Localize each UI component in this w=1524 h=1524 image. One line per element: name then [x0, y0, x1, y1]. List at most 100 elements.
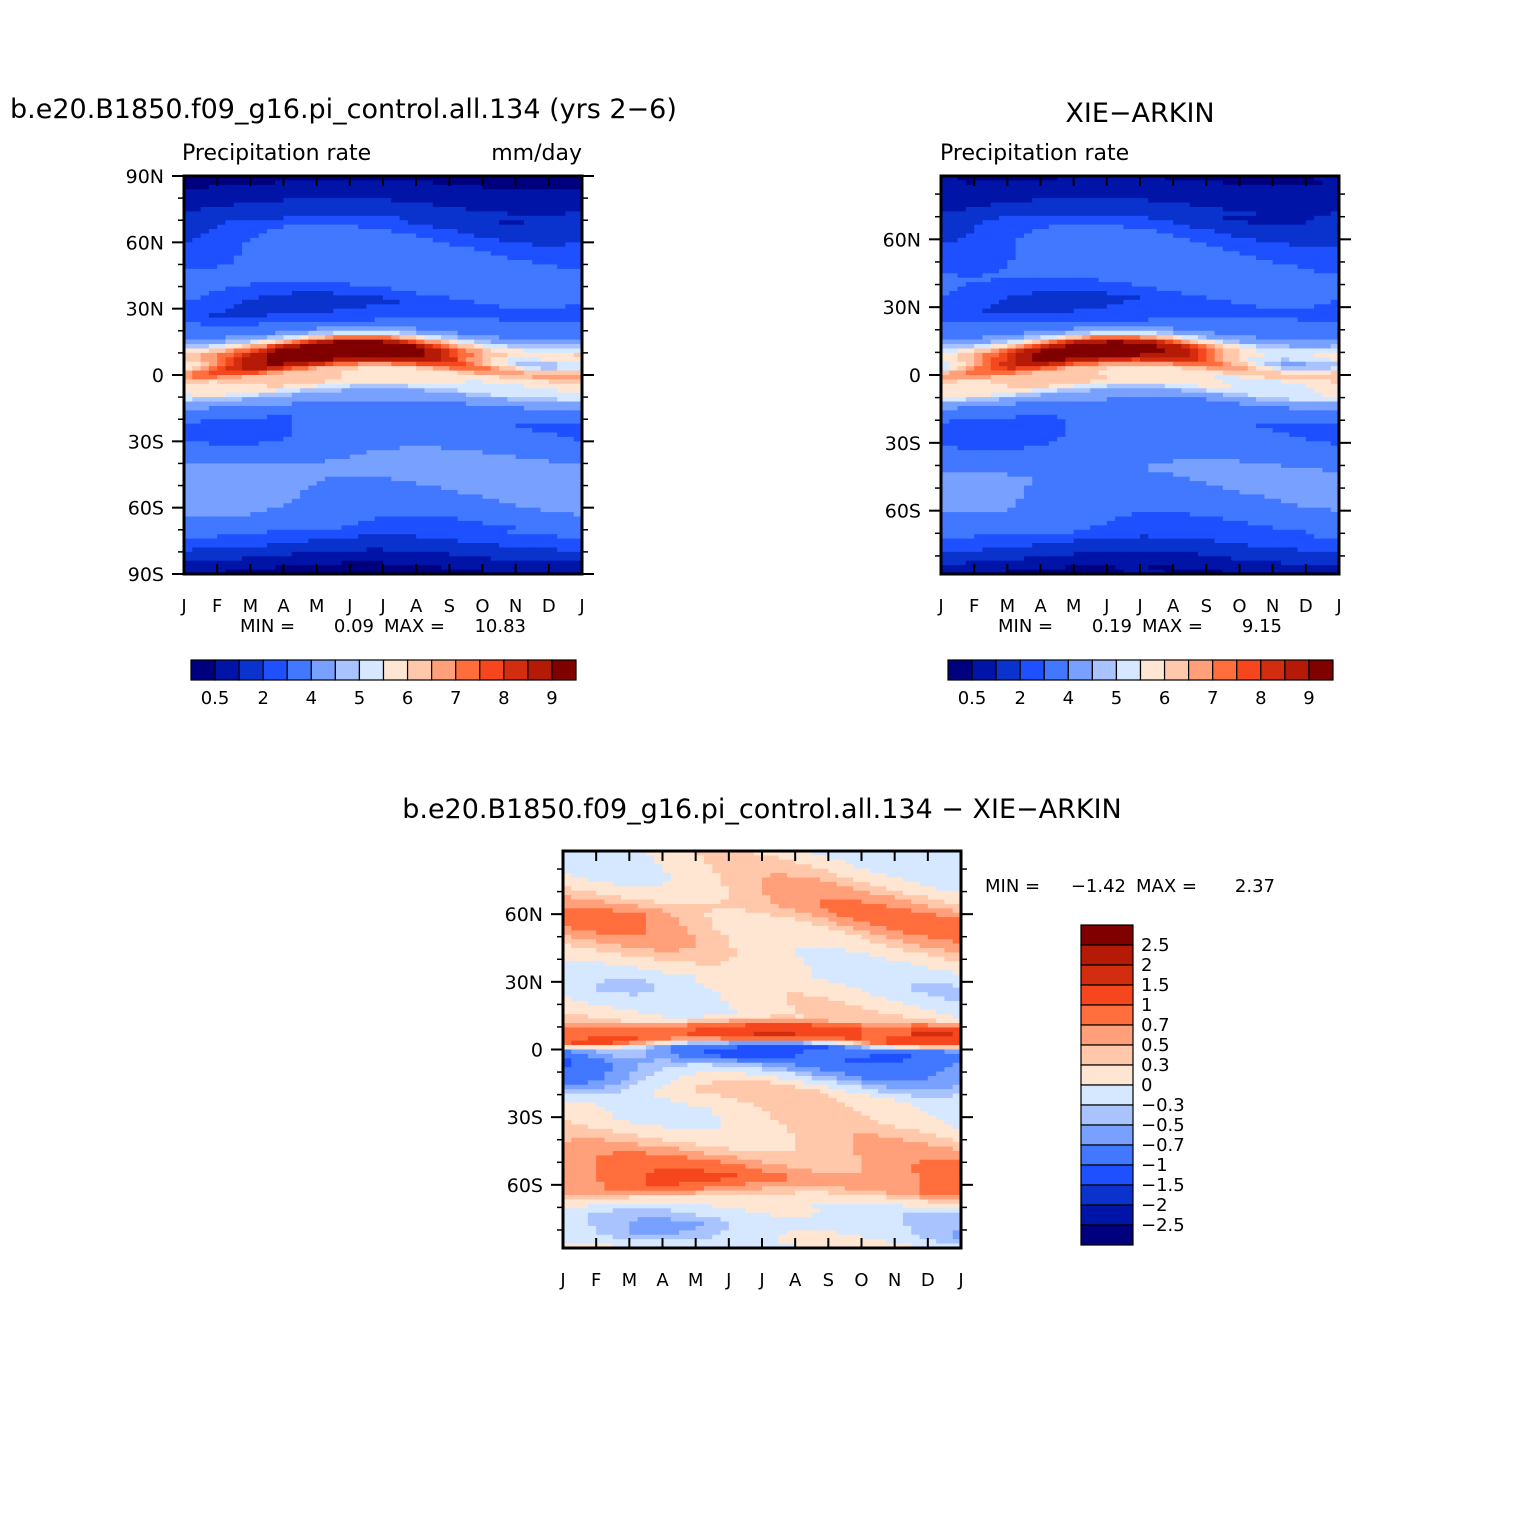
contour-cell [358, 565, 368, 571]
contour-cell [300, 494, 309, 500]
contour-cell [217, 277, 227, 283]
contour-cell [457, 180, 467, 186]
contour-cell [457, 503, 467, 509]
contour-cell [324, 485, 334, 491]
contour-cell [565, 317, 575, 323]
contour-cell [242, 560, 251, 566]
contour-cell [208, 410, 218, 416]
contour-cell [548, 410, 558, 416]
contour-cell [1131, 184, 1141, 190]
contour-cell [1231, 198, 1241, 204]
contour-cell [482, 405, 492, 411]
contour-cell [217, 282, 227, 288]
contour-cell [184, 405, 193, 411]
contour-cell [283, 547, 293, 553]
contour-cell [366, 516, 376, 522]
contour-cell [532, 361, 542, 367]
contour-cell [300, 290, 309, 296]
contour-cell [233, 414, 243, 420]
contour-cell [217, 339, 227, 345]
contour-cell [532, 551, 542, 557]
contour-cell [482, 397, 492, 403]
contour-cell [308, 277, 318, 283]
contour-cell [341, 436, 351, 442]
contour-cell [449, 454, 459, 460]
contour-cell [399, 344, 409, 350]
contour-cell [474, 260, 484, 266]
contour-cell [242, 498, 251, 504]
contour-cell [275, 308, 285, 314]
contour-cell [233, 246, 243, 252]
contour-cell [465, 282, 475, 288]
contour-cell [341, 459, 351, 465]
contour-cell [573, 273, 583, 279]
contour-cell [507, 507, 517, 513]
contour-cell [233, 330, 243, 336]
contour-cell [192, 308, 202, 314]
contour-cell [258, 428, 268, 434]
contour-cell [457, 224, 467, 230]
contour-cell [341, 556, 351, 562]
contour-cell [349, 481, 359, 487]
contour-cell [225, 255, 235, 261]
contour-cell [507, 556, 517, 562]
contour-cell [374, 489, 384, 495]
contour-cell [258, 481, 268, 487]
contour-cell [324, 454, 334, 460]
contour-cell [275, 255, 285, 261]
contour-cell [383, 538, 392, 544]
contour-cell [208, 193, 218, 199]
contour-cell [523, 534, 533, 540]
contour-cell [258, 547, 268, 553]
contour-cell [573, 308, 583, 314]
contour-cell [441, 445, 450, 451]
contour-cell [548, 366, 558, 372]
contour-cell [565, 450, 575, 456]
contour-cell [449, 286, 459, 292]
contour-cell [540, 321, 550, 327]
contour-cell [565, 388, 575, 394]
contour-cell [407, 251, 417, 257]
contour-cell [1065, 220, 1075, 226]
contour-cell [565, 454, 575, 460]
contour-cell [432, 560, 442, 566]
contour-cell [532, 299, 542, 305]
contour-cell [283, 233, 293, 239]
contour-cell [374, 436, 384, 442]
contour-cell [424, 569, 434, 575]
contour-cell [258, 419, 268, 425]
contour-cell [184, 198, 193, 204]
contour-cell [532, 246, 542, 252]
contour-cell [291, 543, 301, 549]
contour-cell [200, 397, 210, 403]
contour-cell [200, 202, 210, 208]
contour-cell [407, 454, 417, 460]
contour-cell [540, 401, 550, 407]
contour-cell [250, 290, 260, 296]
contour-cell [291, 467, 301, 473]
contour-cell [457, 326, 467, 332]
contour-cell [242, 299, 251, 305]
contour-cell [316, 273, 326, 279]
contour-cell [266, 392, 276, 398]
contour-cell [474, 180, 484, 186]
contour-cell [532, 560, 542, 566]
contour-cell [490, 405, 500, 411]
contour-cell [482, 414, 492, 420]
contour-cell [507, 361, 517, 367]
contour-cell [225, 348, 235, 354]
contour-cell [275, 423, 285, 429]
contour-cell [957, 193, 967, 199]
contour-cell [441, 264, 450, 270]
contour-cell [208, 273, 218, 279]
contour-cell [482, 304, 492, 310]
contour-cell [358, 268, 368, 274]
contour-cell [349, 357, 359, 363]
contour-cell [432, 520, 442, 526]
contour-cell [200, 308, 210, 314]
contour-cell [515, 454, 525, 460]
contour-cell [1314, 220, 1324, 226]
contour-cell [540, 392, 550, 398]
model-x-tick-label: S [444, 596, 455, 617]
contour-cell [573, 476, 583, 482]
